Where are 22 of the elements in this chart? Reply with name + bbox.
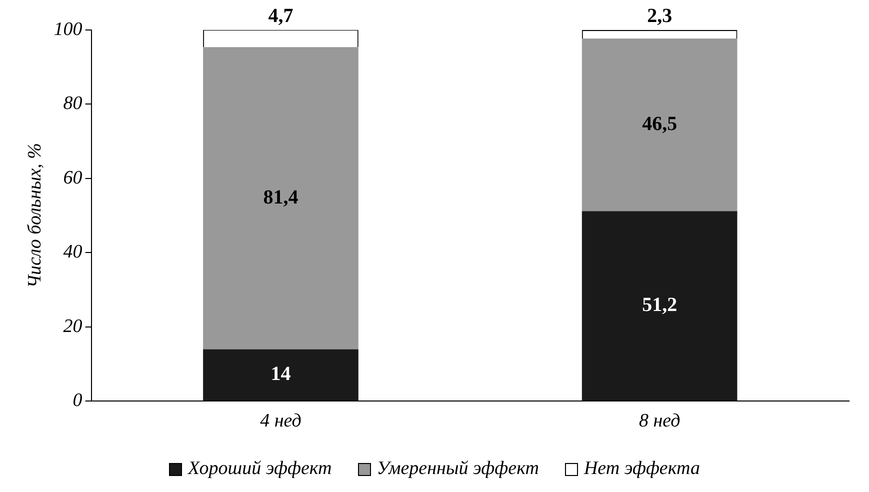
legend-label: Хороший эффект — [188, 458, 332, 480]
bar — [582, 211, 738, 401]
y-axis-title: Число больных, % — [24, 143, 46, 288]
bar — [203, 47, 358, 350]
y-tick-label: 20 — [63, 316, 83, 337]
data-label: 46,5 — [642, 113, 678, 136]
bar — [203, 349, 358, 401]
data-label: 2,3 — [647, 5, 672, 28]
y-tick-label: 80 — [63, 93, 83, 114]
data-label: 81,4 — [263, 186, 298, 208]
data-label: 14 — [270, 363, 291, 386]
y-tick-label: 40 — [63, 242, 83, 263]
bar — [582, 38, 738, 212]
x-tick-label: 8 нед — [638, 410, 680, 432]
y-tick-label: 100 — [54, 19, 83, 40]
y-tick-label: 0 — [72, 390, 83, 412]
legend-label: Умеренный эффект — [376, 458, 539, 480]
legend-label: Нет эффекта — [584, 458, 700, 480]
x-tick-label: 4 нед — [260, 410, 302, 432]
y-tick-label: 60 — [63, 167, 83, 188]
data-label: 4,7 — [268, 4, 294, 27]
data-label: 51,2 — [642, 294, 678, 316]
